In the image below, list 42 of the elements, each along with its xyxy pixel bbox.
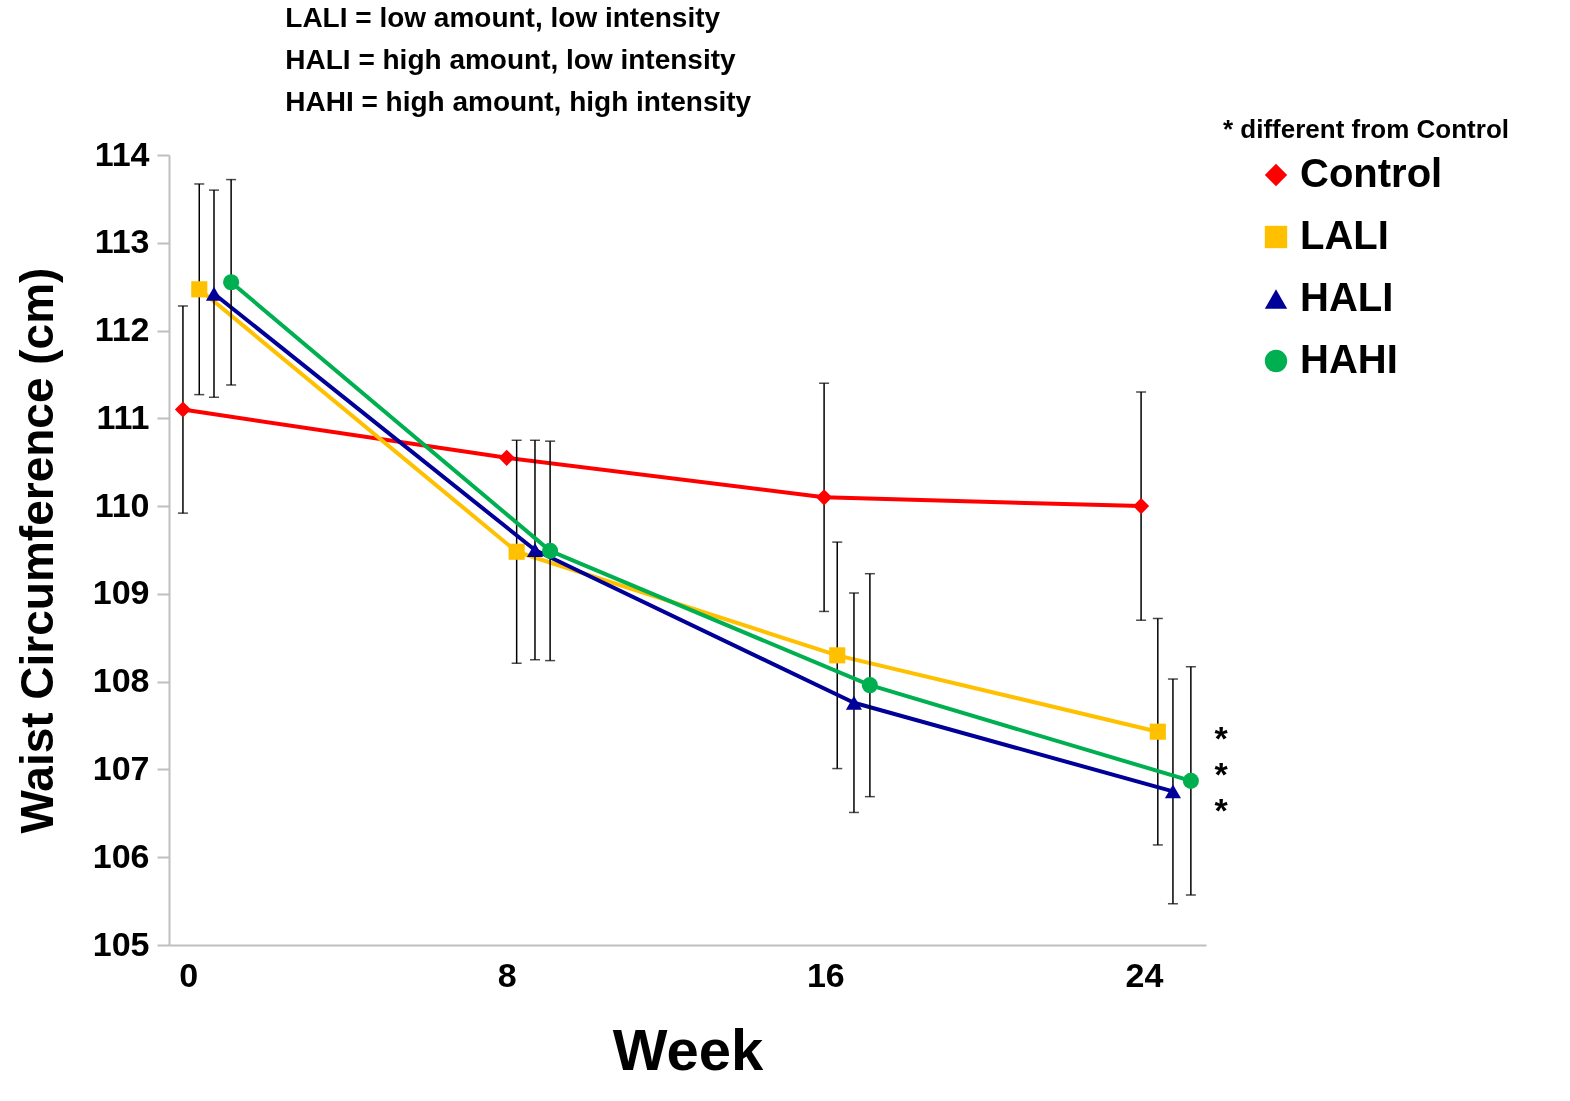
y-tick-label: 109 (92, 573, 150, 612)
y-tick-label: 107 (92, 748, 150, 787)
y-tick-label: 111 (96, 397, 150, 436)
legend-label: Control (1300, 151, 1443, 195)
text: * (1214, 719, 1229, 757)
text: * different from Control (1223, 114, 1509, 144)
x-tick-label: 8 (497, 955, 517, 994)
point (542, 542, 559, 559)
point (861, 677, 878, 694)
legend-label: LALI (1300, 213, 1389, 257)
y-tick-label: 108 (92, 661, 150, 700)
y-tick-label: 113 (94, 222, 150, 261)
point (526, 543, 544, 557)
point (498, 449, 515, 466)
legend-label: HAHI (1300, 337, 1398, 381)
point (829, 647, 846, 664)
text: HALI = high amount, low intensity (285, 44, 737, 75)
y-tick-label: 110 (94, 485, 150, 524)
point (1149, 723, 1166, 740)
point (223, 274, 240, 291)
y-tick-label: 105 (92, 924, 150, 963)
point (816, 489, 833, 506)
y-tick-label: 112 (94, 310, 150, 349)
y-axis-title: Waist Circumference (cm) (10, 267, 63, 834)
text: * (1214, 791, 1229, 829)
point (1164, 784, 1182, 799)
point (508, 543, 525, 560)
text: * (1214, 755, 1229, 793)
point (1133, 498, 1150, 515)
y-tick-label: 114 (94, 134, 150, 173)
point (191, 281, 208, 298)
y-tick-label: 106 (92, 836, 150, 875)
text: LALI = low amount, low intensity (285, 2, 721, 33)
point (845, 695, 863, 710)
x-tick-label: 16 (806, 955, 845, 994)
legend-label: HALI (1300, 275, 1394, 319)
text: HAHI = high amount, high intensity (285, 86, 752, 117)
point (174, 401, 191, 418)
point (1182, 772, 1199, 789)
x-tick-label: 0 (179, 955, 199, 994)
x-tick-label: 24 (1125, 955, 1164, 994)
x-axis-title: Week (612, 1016, 764, 1082)
